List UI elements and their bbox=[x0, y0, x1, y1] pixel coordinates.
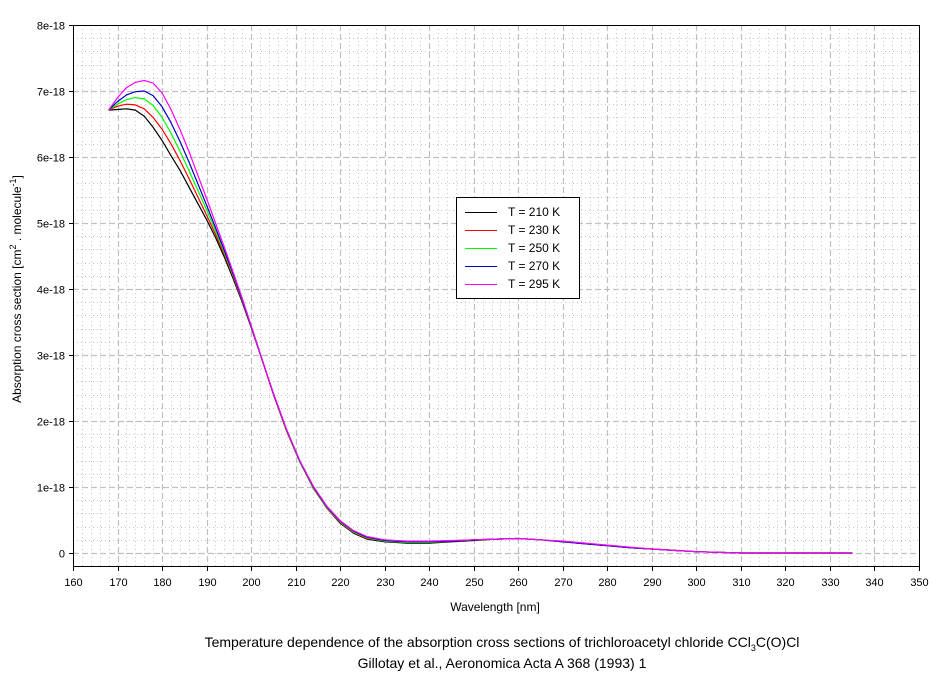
series-group bbox=[108, 79, 853, 554]
y-tick-label: 7e-18 bbox=[37, 87, 65, 99]
legend-item: T = 210 K bbox=[457, 203, 579, 221]
series-line-230K bbox=[108, 103, 853, 554]
y-tick-label: 2e-18 bbox=[37, 417, 65, 429]
x-tick-label: 330 bbox=[821, 577, 839, 589]
x-tick-label: 180 bbox=[153, 577, 171, 589]
x-tick-label: 350 bbox=[910, 577, 928, 589]
chart-title-end: C(O)Cl bbox=[755, 634, 800, 650]
axes bbox=[73, 25, 920, 567]
legend-swatch bbox=[465, 283, 497, 285]
y-tick-label: 1e-18 bbox=[37, 483, 65, 495]
x-tick-label: 250 bbox=[465, 577, 483, 589]
chart-subtitle: Gillotay et al., Aeronomica Acta A 368 (… bbox=[357, 655, 647, 671]
x-tick-label: 240 bbox=[420, 577, 438, 589]
chart-title-sub: 3 bbox=[750, 642, 756, 653]
y-axis-label: Absorption cross section [cm2 . molecule… bbox=[8, 175, 24, 403]
x-tick-label: 170 bbox=[109, 577, 127, 589]
y-axis-ticks: 0 1e-18 2e-18 3e-18 4e-18 5e-18 6e-18 7e-18 8e-1… bbox=[37, 21, 73, 561]
x-tick-label: 270 bbox=[554, 577, 572, 589]
legend-label: T = 230 K bbox=[508, 223, 561, 237]
x-tick-label: 220 bbox=[331, 577, 349, 589]
legend-label: T = 250 K bbox=[508, 241, 561, 255]
x-axis-label: Wavelength [nm] bbox=[450, 600, 540, 614]
x-axis-ticks: 160 170 180 190 200 210 220 230 240 250 260 270 280 2… bbox=[64, 566, 929, 589]
legend-label: T = 210 K bbox=[508, 205, 561, 219]
x-tick-label: 160 bbox=[64, 577, 82, 589]
y-tick-label: 4e-18 bbox=[37, 285, 65, 297]
x-tick-label: 290 bbox=[643, 577, 661, 589]
legend-label: T = 295 K bbox=[508, 277, 561, 291]
legend: T = 210 K T = 230 K T = 250 K T = 270 K T = … bbox=[456, 197, 580, 299]
legend-label: T = 270 K bbox=[508, 259, 561, 273]
series-line-295K bbox=[108, 79, 853, 554]
x-tick-label: 340 bbox=[865, 577, 883, 589]
series-line-270K bbox=[108, 90, 853, 554]
legend-swatch bbox=[465, 265, 497, 267]
legend-swatch bbox=[465, 247, 497, 249]
x-tick-label: 230 bbox=[376, 577, 394, 589]
chart-title: Temperature dependence of the absorption… bbox=[0, 634, 944, 653]
y-tick-label: 5e-18 bbox=[37, 219, 65, 231]
x-tick-label: 190 bbox=[198, 577, 216, 589]
x-tick-label: 200 bbox=[242, 577, 260, 589]
x-tick-label: 210 bbox=[287, 577, 305, 589]
y-tick-label: 8e-18 bbox=[37, 21, 65, 33]
x-tick-label: 310 bbox=[732, 577, 750, 589]
legend-swatch bbox=[465, 211, 497, 213]
y-tick-label: 6e-18 bbox=[37, 153, 65, 165]
y-tick-label: 0 bbox=[59, 549, 65, 561]
legend-item: T = 270 K bbox=[457, 257, 579, 275]
grid bbox=[73, 25, 919, 566]
chart-title-text: Temperature dependence of the absorption… bbox=[204, 634, 751, 650]
legend-item: T = 295 K bbox=[457, 275, 579, 293]
y-axis-label-sup1: 2 bbox=[8, 244, 18, 250]
series-line-210K bbox=[108, 108, 853, 554]
y-axis-label-mid: . molecule bbox=[10, 186, 24, 245]
y-axis-label-end: ] bbox=[10, 175, 24, 179]
x-tick-label: 300 bbox=[687, 577, 705, 589]
x-tick-label: 320 bbox=[776, 577, 794, 589]
y-axis-label-sup2: -1 bbox=[8, 178, 18, 187]
legend-swatch bbox=[465, 229, 497, 231]
x-tick-label: 260 bbox=[509, 577, 527, 589]
y-axis-label-text: Absorption cross section [cm bbox=[10, 249, 24, 403]
y-tick-label: 3e-18 bbox=[37, 351, 65, 363]
legend-item: T = 250 K bbox=[457, 239, 579, 257]
series-line-250K bbox=[108, 96, 853, 554]
x-tick-label: 280 bbox=[598, 577, 616, 589]
legend-item: T = 230 K bbox=[457, 221, 579, 239]
